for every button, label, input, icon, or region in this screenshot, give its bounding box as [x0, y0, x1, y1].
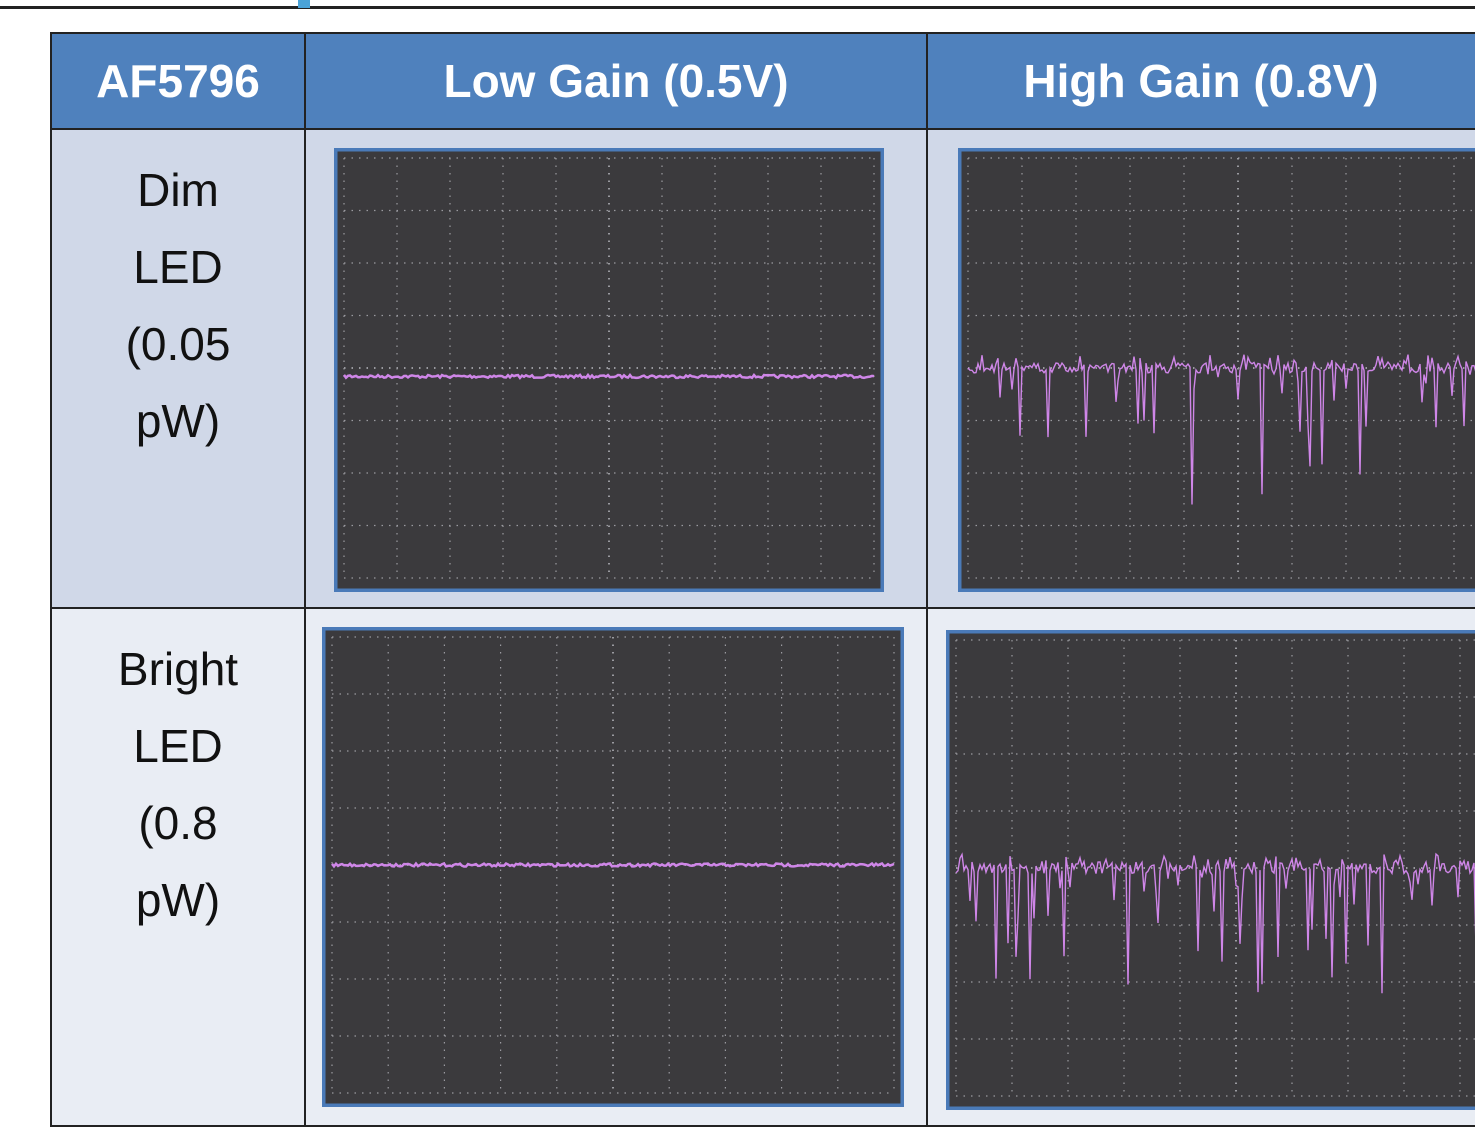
- oscilloscope-image: [322, 627, 904, 1107]
- screen: [335, 149, 883, 591]
- top-rule: [0, 6, 1475, 9]
- accent-mark: [298, 0, 310, 8]
- oscilloscope-image: [958, 148, 1475, 592]
- row-label: Dim LED (0.05 pW): [98, 152, 258, 460]
- row-label-cell: Bright LED (0.8 pW): [50, 607, 306, 1127]
- page: {"table": {"header": ["AF5796", "Low Gai…: [0, 0, 1475, 1097]
- row-label-cell: Dim LED (0.05 pW): [50, 128, 306, 609]
- row-label: Bright LED (0.8 pW): [98, 631, 258, 939]
- oscilloscope-image: [946, 630, 1475, 1110]
- header-cell: AF5796: [50, 32, 306, 130]
- header-cell: Low Gain (0.5V): [304, 32, 928, 130]
- oscilloscope-image: [334, 148, 884, 592]
- header-cell: High Gain (0.8V): [926, 32, 1475, 130]
- screen: [947, 631, 1475, 1109]
